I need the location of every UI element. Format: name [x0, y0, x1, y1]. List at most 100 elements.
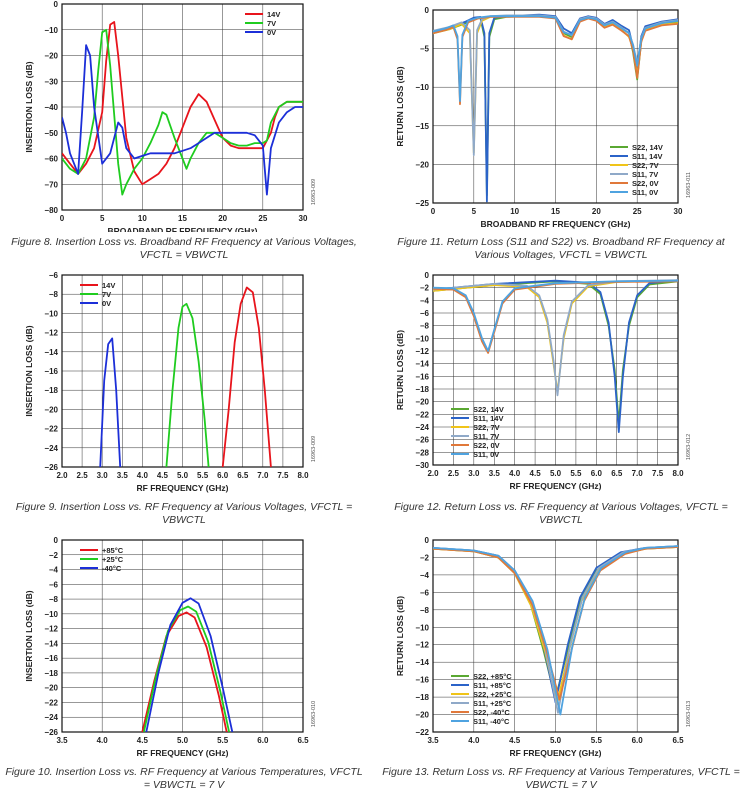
legend-label: S22, 14V	[473, 405, 504, 414]
x-tick-label: 20	[218, 214, 227, 223]
figure-id-label: 16963-009	[311, 179, 317, 205]
x-tick-label: 3.5	[489, 469, 501, 478]
series-line	[143, 605, 230, 732]
y-tick-label: −24	[44, 444, 58, 453]
x-tick-label: 30	[299, 214, 308, 223]
y-tick-label: −50	[44, 129, 58, 138]
y-tick-label: −22	[44, 698, 58, 707]
x-tick-label: 5.0	[550, 736, 562, 745]
legend-label: S11, -40°C	[473, 717, 510, 726]
chart-fig13-panel: 3.5 4.0 4.5 5.0 5.5 6.0 6.5 0 −2 −4 −6 −8 −10 −12 −14 −…	[373, 530, 746, 767]
y-tick-label: −6	[420, 309, 430, 318]
chart-fig9-panel: 2.0 2.5 3.0 3.5 4.0 4.5 5.0 5.5 6.0 6.5 7.0 7.5 8.0 −…	[0, 265, 373, 502]
y-tick-label: −22	[44, 425, 58, 434]
y-tick-label: −10	[415, 83, 429, 92]
y-tick-label: −30	[44, 77, 58, 86]
y-tick-label: −20	[44, 684, 58, 693]
y-tick-label: −20	[415, 398, 429, 407]
x-tick-label: 25	[633, 207, 642, 216]
y-tick-label: 0	[425, 6, 430, 15]
y-tick-label: −24	[415, 423, 429, 432]
x-tick-label: 15	[178, 214, 187, 223]
y-tick-label: −15	[415, 122, 429, 131]
x-tick-label: 25	[258, 214, 267, 223]
x-tick-label: 0	[431, 207, 436, 216]
y-axis-label: INSERTION LOSS (dB)	[24, 61, 34, 152]
x-tick-label: 3.0	[468, 469, 480, 478]
y-tick-label: −2	[420, 284, 430, 293]
series-group	[433, 545, 678, 716]
chart-fig11: 0 5 10 15 20 25 30 0 −5 −10 −15 −20 −25 BROADBAND RF …	[395, 6, 692, 229]
legend-label: S22, 7V	[473, 423, 500, 432]
x-axis-label: RF FREQUENCY (GHz)	[510, 481, 602, 491]
legend-label: S11, 0V	[632, 188, 658, 197]
y-tick-label: −24	[44, 713, 58, 722]
x-tick-label: 10	[138, 214, 147, 223]
legend-label: 14V	[102, 281, 115, 290]
legend-label: S11, 7V	[473, 432, 499, 441]
x-tick-label: 6.5	[297, 736, 309, 745]
y-tick-label: −12	[44, 329, 58, 338]
legend-label: S11, 14V	[473, 414, 503, 423]
x-tick-label: 4.0	[97, 736, 109, 745]
y-tick-label: −10	[415, 623, 429, 632]
legend-label: S22, -40°C	[473, 708, 510, 717]
y-tick-label: −4	[49, 566, 59, 575]
x-tick-label: 5.0	[177, 471, 189, 480]
x-tick-label: 5.0	[177, 736, 189, 745]
x-axis-label: RF FREQUENCY (GHz)	[137, 483, 229, 493]
y-tick-label: −10	[44, 309, 58, 318]
x-tick-label: 5	[472, 207, 477, 216]
x-tick-label: 3.5	[427, 736, 439, 745]
y-tick-label: −10	[44, 610, 58, 619]
y-tick-label: 0	[425, 271, 430, 280]
x-tick-label: 7.5	[652, 469, 664, 478]
legend-label: +85°C	[102, 546, 124, 555]
y-tick-label: −14	[415, 658, 429, 667]
x-tick-label: 4.5	[530, 469, 542, 478]
y-tick-label: −28	[415, 448, 429, 457]
y-tick-label: −20	[415, 160, 429, 169]
y-tick-label: −30	[415, 461, 429, 470]
legend-label: S11, 0V	[473, 450, 499, 459]
y-tick-label: −80	[44, 206, 58, 215]
x-tick-label: 0	[60, 214, 65, 223]
legend-label: S11, 7V	[632, 170, 658, 179]
series-group	[433, 13, 678, 203]
legend-label: S11, 14V	[632, 152, 662, 161]
x-tick-label: 4.0	[509, 469, 521, 478]
y-tick-label: −60	[44, 155, 58, 164]
y-tick-label: −22	[415, 410, 429, 419]
figure-id-label: 16963-012	[686, 434, 692, 460]
legend-label: S11, +85°C	[473, 681, 512, 690]
y-tick-label: 0	[425, 536, 430, 545]
y-tick-label: −70	[44, 180, 58, 189]
y-tick-label: −8	[49, 595, 59, 604]
series-line	[99, 337, 122, 467]
x-tick-label: 6.5	[237, 471, 249, 480]
x-axis-label: RF FREQUENCY (GHz)	[137, 748, 229, 758]
y-tick-label: −12	[44, 625, 58, 634]
x-axis-label: BROADBAND RF FREQUENCY (GHz)	[107, 226, 257, 232]
x-tick-label: 3.0	[97, 471, 109, 480]
caption-fig11: Figure 11. Return Loss (S11 and S22) vs.…	[397, 236, 725, 261]
y-tick-label: −20	[415, 711, 429, 720]
y-tick-label: −8	[49, 290, 59, 299]
plot-frame	[432, 274, 679, 466]
y-tick-label: 0	[54, 536, 59, 545]
series-line	[433, 279, 678, 397]
x-tick-label: 6.0	[632, 736, 644, 745]
y-tick-label: −16	[415, 372, 429, 381]
x-tick-label: 2.5	[448, 469, 460, 478]
x-tick-label: 4.5	[137, 736, 149, 745]
y-tick-label: −18	[44, 669, 58, 678]
caption-fig8: Figure 8. Insertion Loss vs. Broadband R…	[11, 236, 357, 261]
y-tick-label: −6	[49, 271, 59, 280]
x-tick-label: 20	[592, 207, 601, 216]
plot-frame	[432, 539, 679, 733]
y-tick-label: −6	[420, 588, 430, 597]
legend-label: +25°C	[102, 555, 124, 564]
chart-fig9: 2.0 2.5 3.0 3.5 4.0 4.5 5.0 5.5 6.0 6.5 7.0 7.5 8.0 −…	[24, 271, 317, 493]
series-line	[433, 545, 678, 716]
legend-label: S22, 0V	[473, 441, 500, 450]
